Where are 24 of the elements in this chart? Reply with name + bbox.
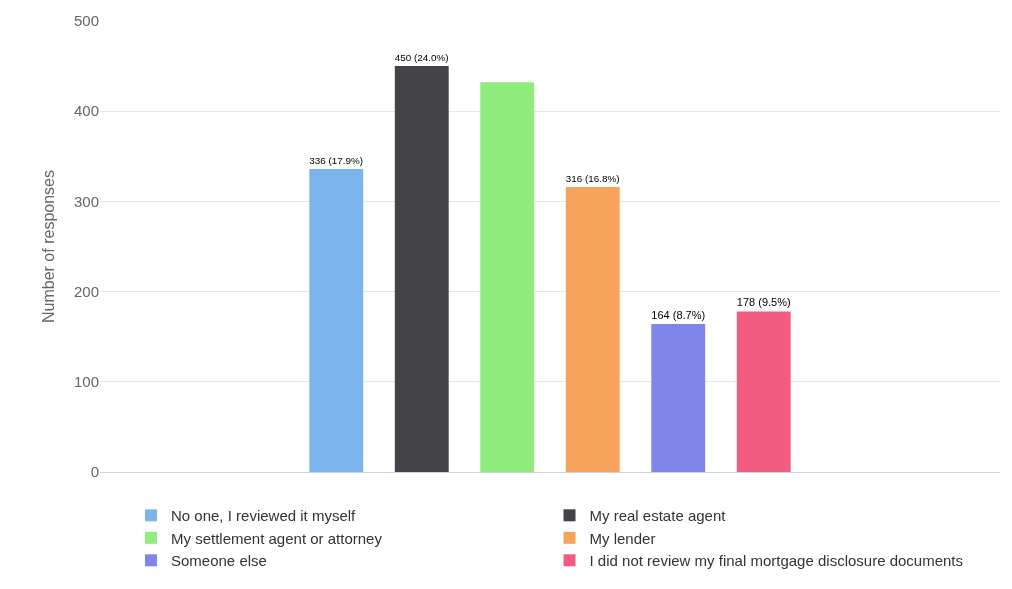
legend-label: My lender	[589, 529, 656, 547]
data-label: 450 (24.0%)	[394, 51, 449, 63]
y-tick-label: 500	[73, 12, 99, 30]
data-label: 164 (8.7%)	[651, 308, 706, 321]
data-label: 178 (9.5%)	[736, 296, 791, 309]
y-tick-label: 100	[73, 373, 99, 391]
y-axis-title: Number of responses	[39, 170, 57, 323]
bar	[565, 186, 620, 472]
legend-label: My settlement agent or attorney	[171, 529, 383, 547]
data-label: 336 (17.9%)	[309, 154, 364, 166]
y-tick-label: 200	[73, 282, 99, 300]
bar	[394, 66, 449, 472]
bar	[309, 168, 364, 472]
legend-label: Someone else	[171, 552, 267, 570]
y-tick-label: 400	[73, 102, 99, 120]
legend-label: I did not review my final mortgage disclosure documents	[589, 552, 964, 570]
bar	[651, 324, 706, 472]
bar	[480, 82, 535, 472]
legend-label: No one, I reviewed it myself	[171, 507, 357, 525]
legend-label: My real estate agent	[589, 507, 727, 525]
data-label: 316 (16.8%)	[565, 172, 620, 184]
bar	[736, 311, 791, 472]
y-tick-label: 0	[90, 463, 99, 481]
y-tick-label: 300	[73, 192, 99, 210]
